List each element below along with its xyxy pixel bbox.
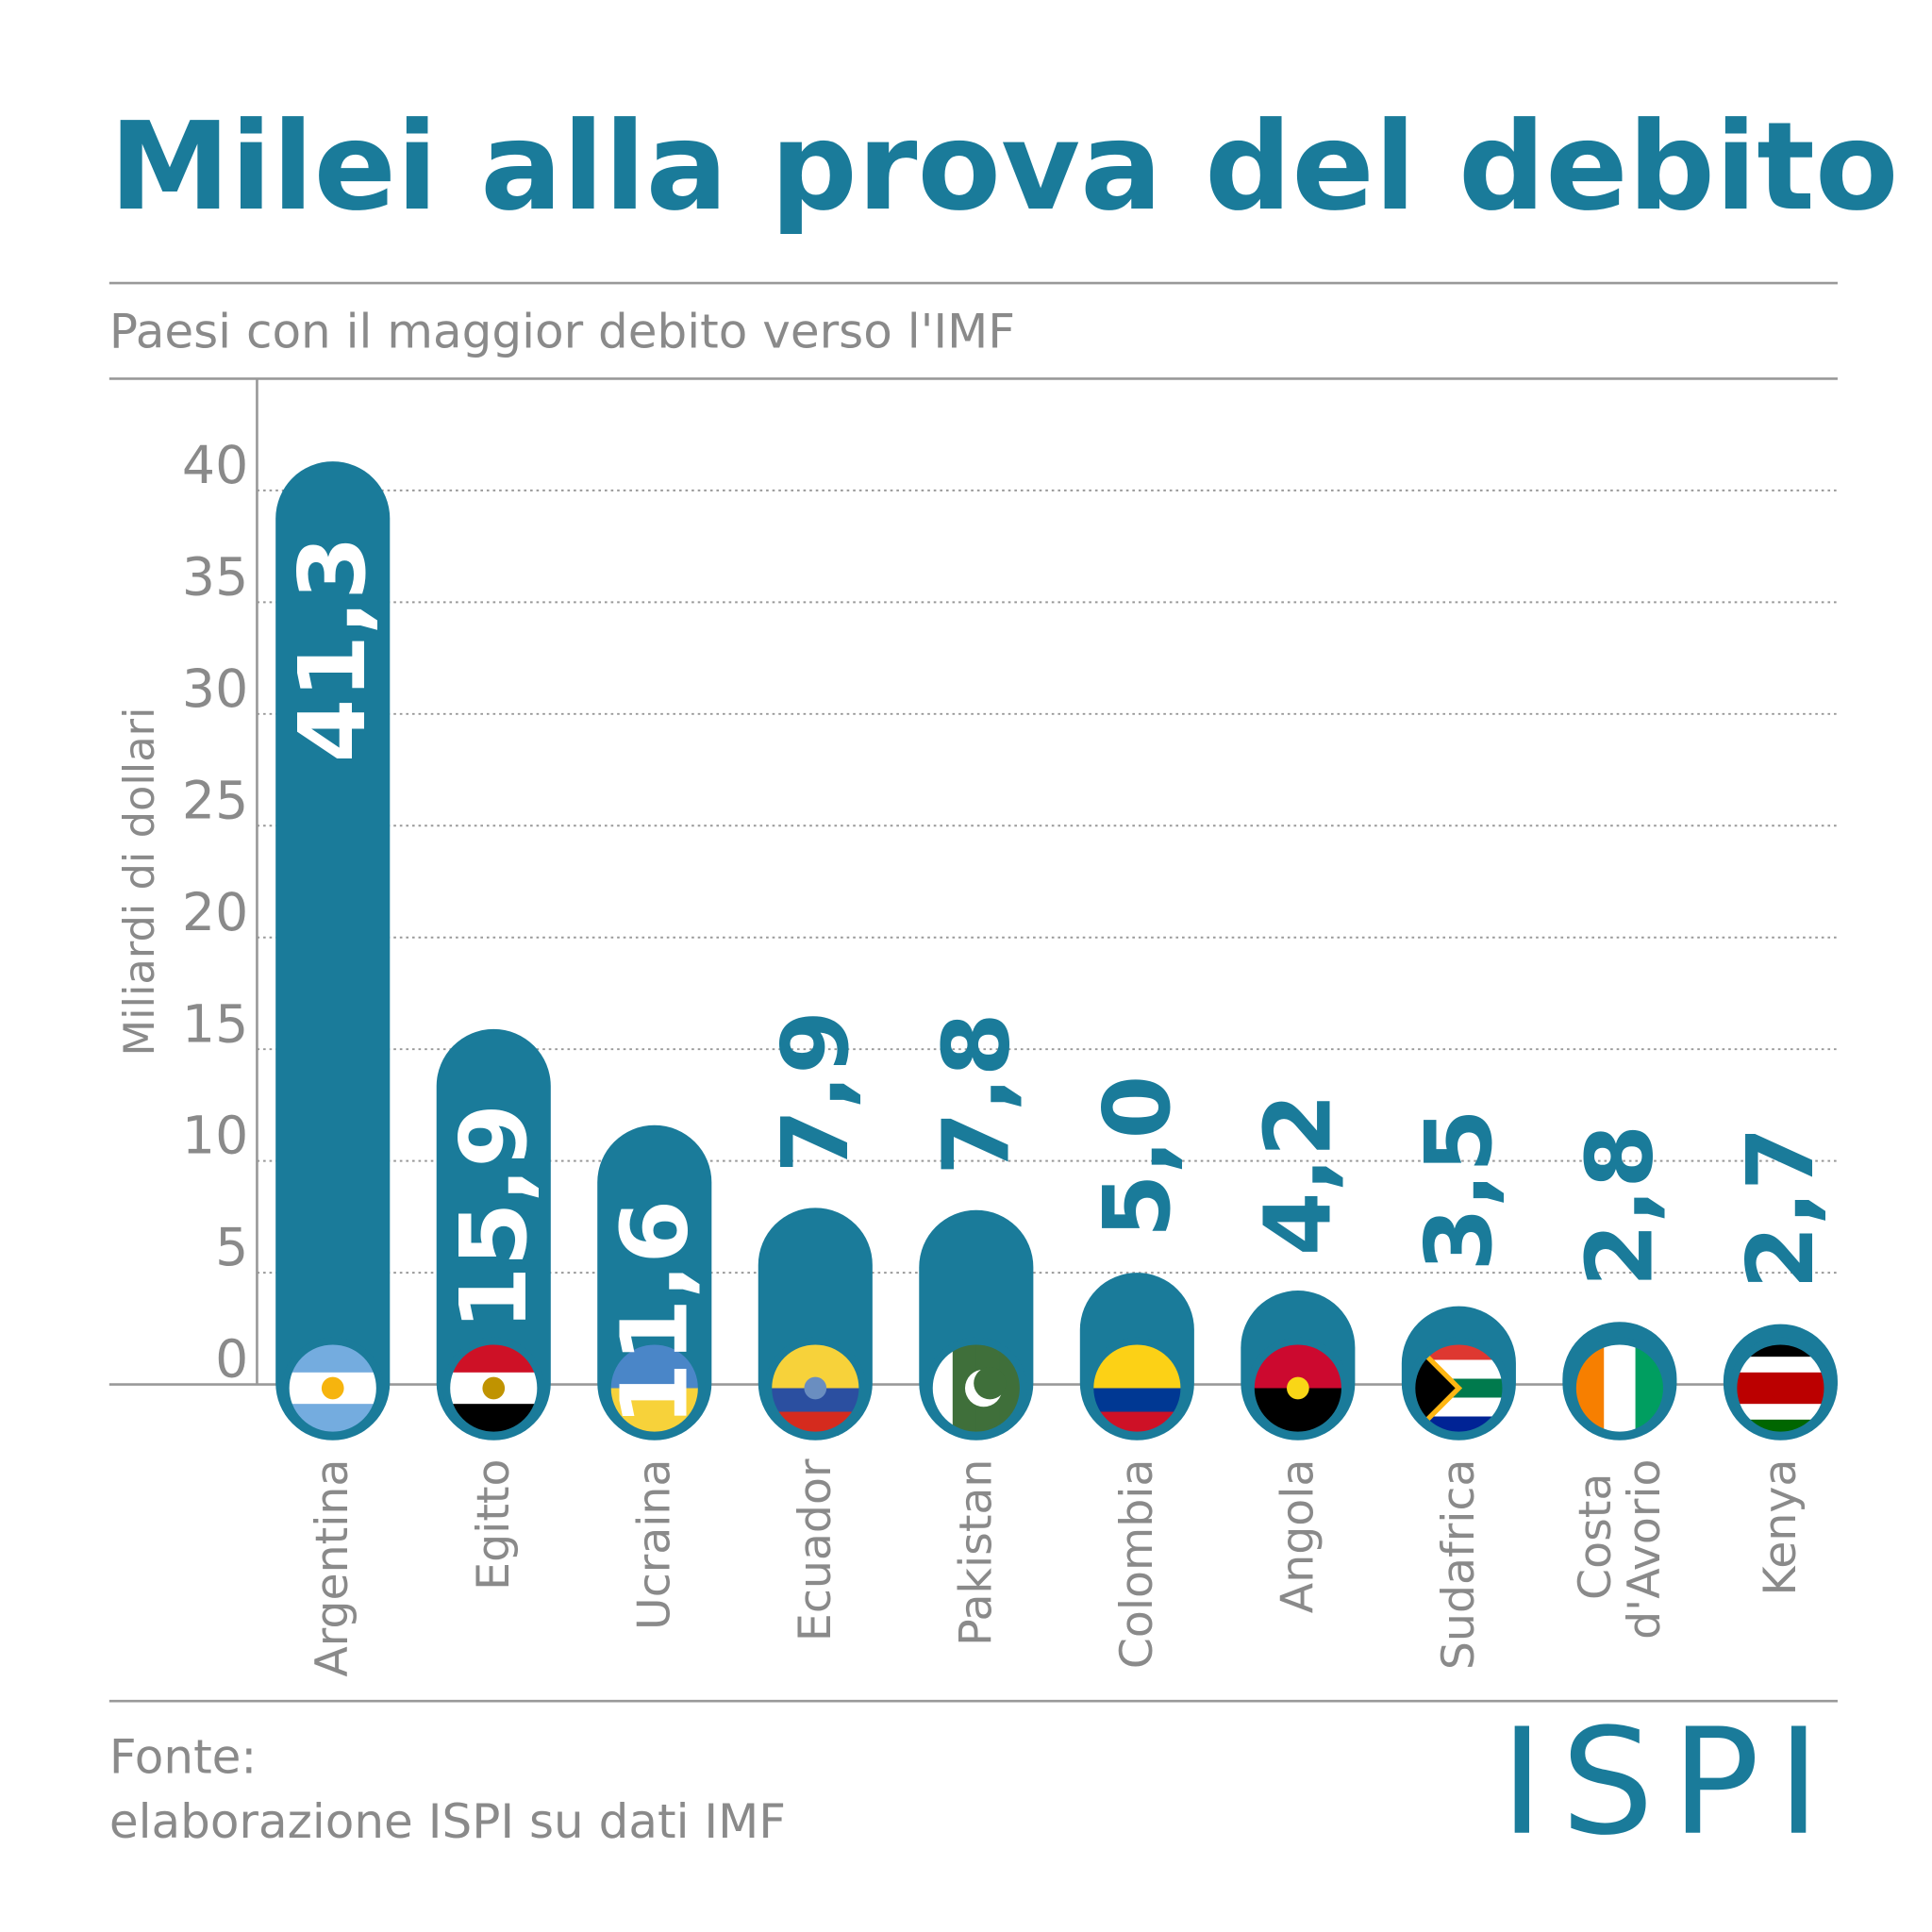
y-tick-label: 15 — [182, 994, 248, 1055]
flag-stripe — [1090, 1388, 1185, 1413]
flag-ring — [1086, 1337, 1189, 1440]
value-label: 4,2 — [1244, 1093, 1351, 1257]
value-label: 41,3 — [279, 536, 386, 762]
source: elaborazione ISPI su dati IMF — [109, 1794, 786, 1849]
flag-ring — [442, 1337, 545, 1440]
y-tick-label: 25 — [182, 771, 248, 831]
flag-stripe — [1604, 1341, 1637, 1436]
bar — [275, 461, 391, 1441]
flag-emblem — [321, 1376, 344, 1400]
flag-emblem — [482, 1376, 506, 1400]
flag-stripe — [607, 1388, 702, 1413]
y-tick-label: 0 — [215, 1330, 248, 1391]
flag-stripe — [1090, 1364, 1185, 1390]
value-label: 7,8 — [923, 1012, 1029, 1175]
x-tick-label-line: d'Avorio — [1618, 1459, 1670, 1640]
y-tick-label: 5 — [215, 1218, 248, 1278]
flag-ring — [1246, 1337, 1349, 1440]
value-label: 11,6 — [601, 1200, 708, 1426]
value-label: 3,5 — [1406, 1108, 1512, 1272]
value-label: 15,9 — [441, 1104, 547, 1330]
flag-stripe — [1733, 1357, 1828, 1374]
flag-ring — [603, 1337, 706, 1440]
flag-emblem — [1769, 1376, 1792, 1400]
x-tick-label: Sudafrica — [1433, 1459, 1485, 1671]
x-tick-label: Ucraina — [628, 1459, 680, 1630]
x-tick-label: Pakistan — [950, 1459, 1002, 1646]
chart-title: Milei alla prova del debito — [109, 96, 1899, 238]
flag-ring — [281, 1337, 384, 1440]
flag-stripe — [1733, 1404, 1828, 1421]
x-tick-label: Angola — [1272, 1459, 1324, 1614]
logo: ISPI — [1500, 1697, 1838, 1868]
flag-emblem — [974, 1367, 1007, 1400]
value-label: 5,0 — [1084, 1075, 1191, 1239]
y-tick-label: 20 — [182, 883, 248, 943]
source-label: Fonte: — [109, 1730, 257, 1785]
value-label: 7,9 — [762, 1010, 869, 1174]
value-label: 2,7 — [1727, 1126, 1834, 1290]
x-tick-label: Costa d'Avorio — [1569, 1459, 1670, 1640]
flag-ring — [924, 1337, 1027, 1440]
y-tick-label: 40 — [182, 436, 248, 496]
flag-ring — [764, 1337, 867, 1440]
flag-ring — [1407, 1337, 1510, 1440]
bar — [436, 1028, 551, 1441]
x-tick-label: Ecuador — [790, 1458, 841, 1641]
y-tick-label: 30 — [182, 659, 248, 720]
x-tick-label: Colombia — [1111, 1459, 1163, 1670]
x-tick-label-line: Costa — [1569, 1459, 1621, 1600]
flag-emblem — [804, 1376, 827, 1400]
y-tick-label: 35 — [182, 547, 248, 608]
flag-ring — [1568, 1337, 1671, 1440]
y-axis-label: Miliardi di dollari — [114, 708, 164, 1057]
flag-stripe — [607, 1364, 702, 1390]
x-tick-label: Kenya — [1755, 1459, 1807, 1596]
chart-subtitle: Paesi con il maggior debito verso l'IMF — [109, 305, 1015, 359]
flag-triangle — [1411, 1341, 1463, 1436]
flag-emblem — [1287, 1376, 1309, 1400]
x-tick-label: Argentina — [307, 1459, 358, 1677]
flag-ring — [1729, 1337, 1832, 1440]
value-label: 2,8 — [1566, 1124, 1673, 1288]
y-tick-label: 10 — [182, 1107, 248, 1167]
x-tick-label: Egitto — [468, 1459, 520, 1591]
